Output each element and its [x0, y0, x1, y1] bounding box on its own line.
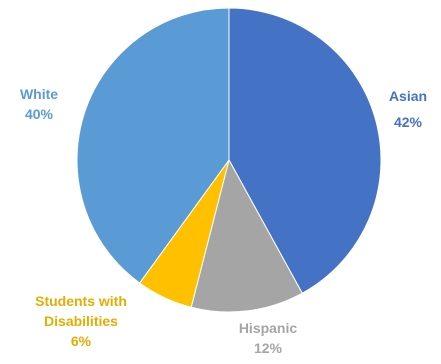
slice-label-asian-value: 42%: [393, 114, 423, 130]
slice-label-white-name: White: [19, 86, 59, 102]
slice-label-disabilities-name: Students with Disabilities: [35, 293, 127, 329]
slice-label-white: White 40%: [4, 84, 74, 124]
slice-label-disabilities: Students with Disabilities 6%: [18, 291, 144, 351]
pie-slice-hispanic: [190, 158, 303, 313]
slice-label-hispanic-value: 12%: [253, 340, 283, 356]
slice-label-white-value: 40%: [24, 106, 54, 122]
pie-slice-asian: [228, 7, 382, 294]
slice-label-asian: Asian 42%: [378, 86, 438, 132]
slice-label-asian-name: Asian: [388, 88, 428, 104]
pie-slice-white: [76, 7, 230, 284]
slice-label-hispanic-name: Hispanic: [238, 320, 298, 336]
slice-label-hispanic: Hispanic 12%: [230, 318, 306, 358]
slice-label-disabilities-value: 6%: [70, 333, 92, 349]
